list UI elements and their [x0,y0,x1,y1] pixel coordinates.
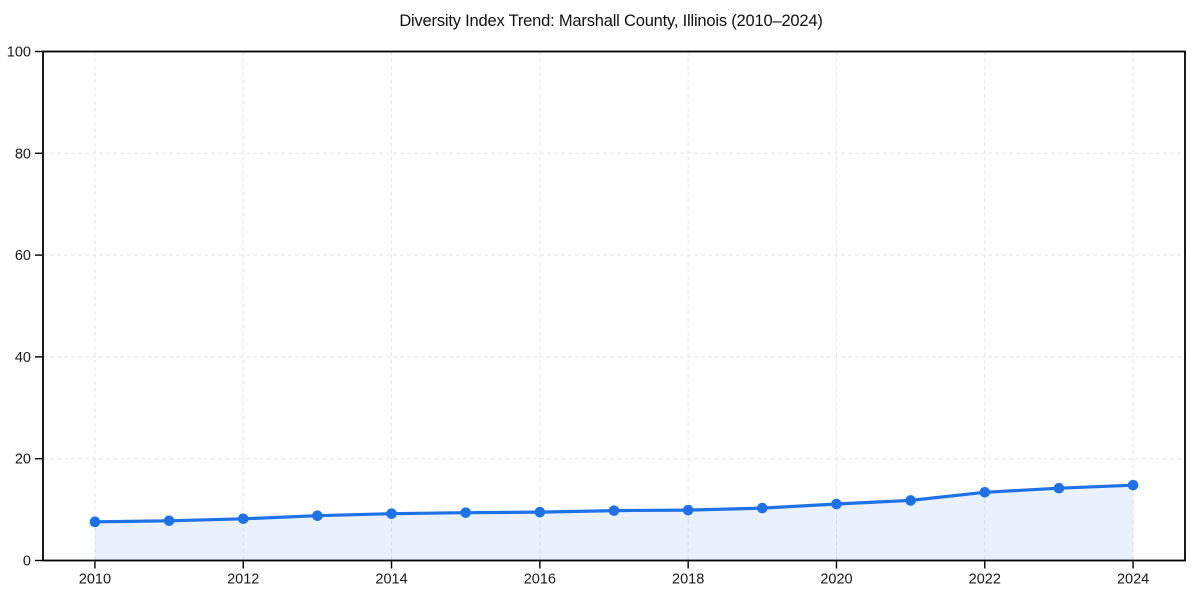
x-tick-label: 2024 [1117,572,1149,588]
x-tick-label: 2022 [969,572,1001,588]
data-point-marker [534,506,546,518]
data-point-marker [89,516,101,528]
data-point-marker [237,513,249,525]
data-point-marker [979,486,991,498]
x-tick-label: 2016 [524,572,556,588]
x-tick-label: 2012 [227,572,259,588]
y-tick-label: 80 [15,146,31,162]
data-point-marker [386,508,397,519]
x-tick-label: 2020 [820,572,852,588]
data-point-marker [1127,479,1139,491]
x-tick-label: 2010 [79,572,111,588]
x-tick-label: 2014 [375,572,407,588]
data-point-marker [1053,482,1065,494]
y-tick-label: 20 [15,452,31,468]
data-point-marker [460,507,471,518]
data-point-marker [163,515,175,527]
y-tick-label: 100 [7,45,31,61]
data-point-marker [905,495,916,506]
chart-title: Diversity Index Trend: Marshall County, … [399,12,823,30]
plot-border [42,50,1186,562]
data-point-marker [608,505,620,516]
y-tick-label: 40 [15,350,31,366]
y-tick-label: 60 [15,248,31,264]
data-point-marker [312,510,323,522]
x-tick-label: 2018 [672,572,704,588]
data-point-marker [682,504,694,516]
area-fill [94,485,1134,561]
y-tick-label: 0 [23,554,31,570]
data-point-marker [831,498,842,510]
data-point-marker [757,502,768,514]
